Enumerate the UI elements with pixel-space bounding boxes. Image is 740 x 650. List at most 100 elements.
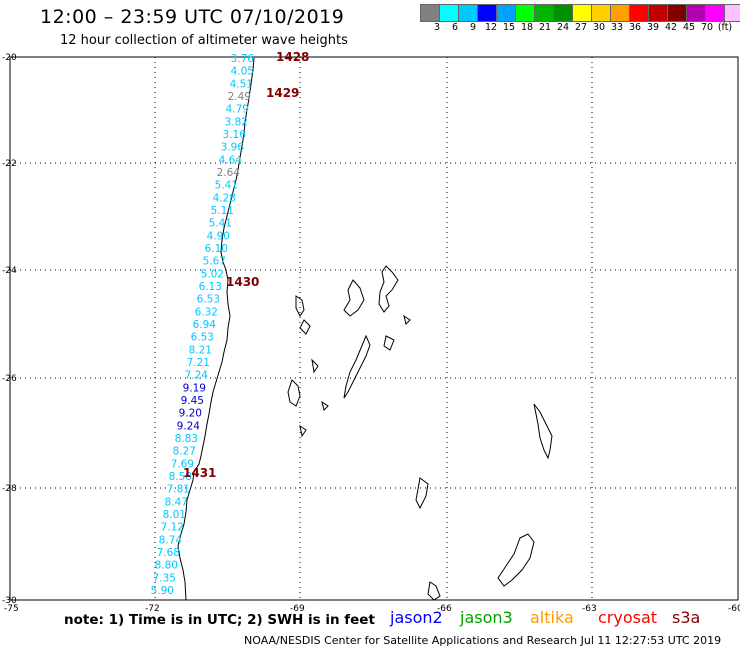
wave-height-label: 8.83 [175, 433, 198, 445]
wave-height-label: 6.53 [197, 294, 220, 306]
wave-height-label: 6.13 [199, 281, 222, 293]
wave-height-label: 4.64 [219, 154, 243, 166]
legend-label: 70 [700, 22, 714, 33]
wave-height-label: 6.32 [195, 306, 218, 318]
map-frame [9, 56, 739, 601]
legend-label: 21 [538, 22, 552, 33]
wave-height-label: 9.45 [181, 395, 204, 407]
wave-height-label: 5.41 [209, 218, 232, 230]
wave-height-label: 7.24 [185, 370, 209, 382]
wave-height-label: 3.16 [223, 129, 247, 141]
wave-height-label: 9.24 [177, 420, 201, 432]
satellite-name-s3a: s3a [672, 608, 701, 627]
satellite-name-jason2: jason2 [390, 608, 443, 627]
legend-swatch [610, 4, 629, 22]
longitude-label: -66 [437, 604, 452, 614]
legend-swatch [705, 4, 724, 22]
latitude-label: -26 [2, 374, 17, 384]
salar-2 [343, 279, 365, 317]
salar-8 [533, 403, 553, 460]
wave-height-label: 8.58 [169, 471, 192, 483]
salar-9 [415, 477, 429, 510]
legend-label: 12 [484, 22, 498, 33]
salar-10 [427, 581, 441, 601]
wave-height-label: 8.47 [165, 496, 188, 508]
salar-11 [311, 358, 319, 374]
longitude-label: -72 [145, 604, 160, 614]
footnote: note: 1) Time is in UTC; 2) SWH is in fe… [64, 612, 375, 628]
wave-height-label: 8.27 [173, 446, 196, 458]
wave-height-label: 5.02 [201, 268, 224, 280]
legend-label: 9 [469, 22, 477, 33]
legend-swatch [420, 4, 439, 22]
legend-label: 15 [502, 22, 516, 33]
legend-label: 42 [664, 22, 678, 33]
wave-height-label: 9.19 [183, 382, 206, 394]
latitude-label: -28 [2, 484, 17, 494]
salar-13 [299, 424, 307, 438]
legend-labels: 3 6 9 12 15 18 21 24 27 30 33 36 39 42 45 70 (ft) [428, 22, 734, 33]
graticule: -20 -22 -24 -26 -28 -30-75 -72 -69 -66 -63 -60 [2, 53, 740, 614]
latitude-label: -20 [2, 53, 17, 63]
legend-swatch [553, 4, 572, 22]
longitude-label: -69 [290, 604, 305, 614]
wave-height-label: 5.67 [203, 256, 226, 268]
salar-3 [343, 334, 371, 399]
legend-label: 18 [520, 22, 534, 33]
laguna-mar-chiquita [497, 533, 535, 587]
legend-swatch [629, 4, 648, 22]
legend-swatch [496, 4, 515, 22]
wave-height-label: 6.94 [193, 319, 217, 331]
wave-height-label: 3.82 [225, 116, 248, 128]
longitude-label: -75 [4, 604, 19, 614]
salar-1 [378, 265, 399, 313]
legend-swatch [477, 4, 496, 22]
legend-swatch [686, 4, 705, 22]
legend-label: (ft) [717, 22, 733, 33]
longitude-label: -63 [582, 604, 597, 614]
wave-height-label: 5.41 [215, 180, 238, 192]
legend-label: 39 [646, 22, 660, 33]
satellite-name-jason3: jason3 [460, 608, 513, 627]
legend-swatch [667, 4, 686, 22]
salar-7 [383, 335, 395, 351]
legend-swatch [534, 4, 553, 22]
credit-line: NOAA/NESDIS Center for Satellite Applica… [244, 634, 722, 647]
latitude-label: -22 [2, 159, 17, 169]
coastline [177, 57, 553, 601]
wave-height-label: 2.49 [228, 91, 251, 103]
time-label: 1428 [276, 50, 309, 64]
legend-swatch [591, 4, 610, 22]
wave-height-label: 7.35 [153, 572, 176, 584]
wave-height-label: 3.76 [231, 53, 255, 65]
wave-height-label: 2.64 [217, 167, 241, 179]
chile-coastline [177, 57, 255, 601]
legend-label: 3 [433, 22, 441, 33]
wave-height-label: 6.10 [205, 243, 228, 255]
legend-swatch [439, 4, 458, 22]
legend-label: 30 [592, 22, 606, 33]
legend-swatch [515, 4, 534, 22]
wave-height-label: 7.69 [171, 458, 194, 470]
legend-swatch [648, 4, 667, 22]
salar-5 [295, 295, 305, 317]
altimeter-track: 3.764.054.512.494.793.823.163.964.642.64… [151, 50, 310, 597]
wave-height-label: 8.01 [163, 509, 186, 521]
satellite-name-altika: altika [530, 608, 574, 627]
legend-swatch [572, 4, 591, 22]
salar-6 [299, 319, 311, 335]
legend-label: 6 [451, 22, 459, 33]
legend-label: 33 [610, 22, 624, 33]
wave-height-label: 4.90 [207, 230, 230, 242]
legend-swatch [724, 4, 740, 22]
wave-height-label: 3.96 [221, 142, 245, 154]
wave-height-label: 7.68 [157, 547, 180, 559]
time-label: 1431 [183, 466, 216, 480]
map-subtitle: 12 hour collection of altimeter wave hei… [60, 33, 348, 48]
legend-label: 36 [628, 22, 642, 33]
wave-height-color-legend [420, 4, 740, 22]
longitude-label: -60 [728, 604, 740, 614]
salar-12 [321, 400, 329, 411]
wave-height-label: 4.05 [231, 66, 254, 78]
wave-height-label: 4.28 [213, 192, 236, 204]
